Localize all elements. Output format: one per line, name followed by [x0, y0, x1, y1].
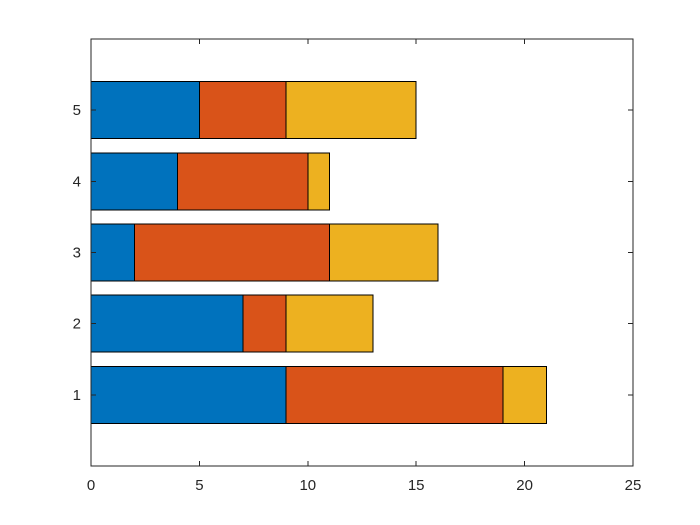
x-tick-label: 0	[87, 477, 95, 494]
bar-segment-row-5-series-3	[285, 81, 417, 140]
bar-segment-row-5-series-2	[198, 81, 287, 140]
bar-segment-row-4-series-1	[90, 152, 179, 211]
x-tick-label: 25	[625, 477, 642, 494]
y-tick-label: 5	[73, 102, 81, 119]
x-tick-label: 15	[408, 477, 425, 494]
bar-segment-row-5-series-1	[90, 81, 200, 140]
y-axis-ticks: 1 2 3 4 5	[73, 102, 633, 404]
bar-segment-row-1-series-3	[502, 365, 547, 424]
bar-segment-row-4-series-2	[177, 152, 309, 211]
bar-segment-row-1-series-2	[285, 365, 504, 424]
bar-layer	[90, 81, 547, 424]
bar-segment-row-3-series-2	[133, 223, 330, 282]
y-tick-label: 2	[73, 316, 81, 333]
y-tick-label: 3	[73, 245, 81, 262]
y-tick-label: 1	[73, 387, 81, 404]
bar-segment-row-2-series-3	[285, 294, 374, 353]
x-tick-label: 10	[299, 477, 316, 494]
x-tick-label: 20	[516, 477, 533, 494]
y-tick-label: 4	[73, 173, 81, 190]
x-tick-label: 5	[195, 477, 203, 494]
bar-segment-row-2-series-1	[90, 294, 244, 353]
bar-segment-row-3-series-1	[90, 223, 135, 282]
bar-segment-row-4-series-3	[307, 152, 330, 211]
bar-segment-row-3-series-3	[328, 223, 439, 282]
bar-segment-row-1-series-1	[90, 365, 287, 424]
x-axis-ticks: 0 5 10 15 20 25	[87, 39, 642, 494]
bar-segment-row-2-series-2	[242, 294, 287, 353]
